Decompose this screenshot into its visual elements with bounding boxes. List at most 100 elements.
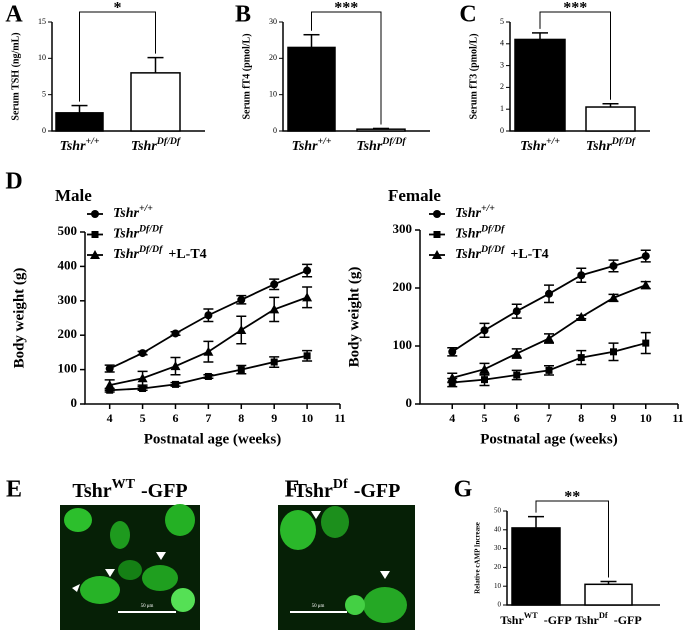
y-tick-label: 0 [71, 395, 78, 410]
y-tick-label: 20 [269, 53, 277, 62]
marker [171, 329, 180, 338]
label-part: -GFP [544, 613, 572, 627]
x-tick-label: 11 [672, 411, 683, 425]
y-tick-label: 0 [42, 126, 46, 135]
marker [577, 271, 586, 280]
y-axis-label: Serum fT4 (pmol/L) [241, 33, 252, 119]
panel-label: B [235, 2, 251, 28]
label-part: +/+ [481, 203, 495, 214]
label: TshrWT -GFP [72, 477, 187, 502]
label-part: Tshr [113, 227, 140, 242]
y-tick-label: 400 [58, 257, 78, 272]
marker [171, 380, 179, 388]
label-part: Tshr [575, 613, 599, 627]
label-part: -GFP [354, 480, 401, 502]
label: Tshr+/+ [60, 136, 100, 154]
label-part: Tshr [113, 247, 140, 262]
label-part: +L-T4 [510, 247, 548, 262]
y-tick-label: 10 [494, 582, 502, 590]
arrowhead [311, 511, 390, 579]
y-tick-label: 100 [393, 337, 413, 352]
y-tick-label: 0 [498, 601, 502, 609]
marker [447, 372, 458, 382]
label: Tshr+/+ [455, 203, 495, 221]
marker [640, 280, 651, 290]
cell [280, 510, 316, 550]
label-part: Tshr [500, 613, 524, 627]
x-axis-label: Postnatal age (weeks) [144, 431, 281, 447]
y-axis-label: Relative cAMP Increase [474, 522, 482, 594]
label-part: Tshr [60, 139, 87, 154]
marker [608, 292, 619, 302]
label: TshrDf/Df +L-T4 [113, 244, 207, 262]
cell [142, 565, 178, 591]
legend-marker [91, 231, 99, 238]
chart-title: Female [388, 186, 441, 205]
marker [138, 349, 147, 358]
label: Tshr+/+ [292, 136, 332, 154]
marker [237, 366, 245, 374]
y-tick-label: 15 [38, 17, 46, 26]
x-tick-label: 9 [611, 411, 617, 425]
x-tick-label: 5 [482, 411, 488, 425]
label-part: Tshr [113, 206, 140, 221]
y-tick-label: 30 [269, 17, 277, 26]
marker [302, 292, 313, 302]
x-tick-label: 11 [334, 411, 345, 425]
label-part: Df/Df [611, 136, 637, 147]
y-tick-label: 50 [494, 507, 502, 515]
label-part: Tshr [292, 139, 319, 154]
label-part: +/+ [546, 136, 560, 147]
y-tick-label: 5 [500, 17, 504, 26]
y-axis-label: Body weight (g) [346, 267, 362, 368]
cell [171, 588, 195, 612]
y-tick-label: 1 [500, 104, 504, 113]
label-part: Df/Df [381, 136, 407, 147]
marker [610, 348, 617, 356]
x-tick-label: 6 [172, 411, 178, 425]
marker [303, 266, 312, 275]
label-part: Tshr [356, 139, 383, 154]
panel-label: E [6, 477, 22, 503]
label-part: -GFP [141, 480, 188, 502]
x-tick-label: 9 [271, 411, 277, 425]
label: TshrDf -GFP [294, 477, 401, 502]
label: TshrDf -GFP [575, 611, 641, 626]
x-tick-label: 10 [640, 411, 652, 425]
label-part: Tshr [520, 139, 547, 154]
label-part: Df [333, 477, 348, 492]
x-tick-label: 4 [107, 411, 113, 425]
marker [269, 304, 280, 314]
chart-title: Male [55, 186, 92, 205]
y-tick-label: 4 [500, 39, 504, 48]
label-part: Tshr [455, 247, 482, 262]
x-tick-label: 4 [449, 411, 455, 425]
cell [321, 506, 349, 538]
cell [345, 595, 365, 615]
marker [137, 373, 148, 383]
label-part: +/+ [86, 136, 100, 147]
marker [237, 295, 246, 304]
marker [545, 289, 553, 298]
y-tick-label: 0 [406, 395, 413, 410]
marker [104, 380, 115, 390]
label-part: Df/Df [138, 244, 164, 255]
marker [513, 371, 521, 379]
y-tick-label: 0 [273, 126, 277, 135]
y-tick-label: 30 [494, 544, 502, 552]
y-tick-label: 100 [58, 361, 78, 376]
label-part: +/+ [318, 136, 332, 147]
y-tick-label: 200 [58, 326, 78, 341]
legend-marker [90, 250, 100, 259]
legend-marker [433, 210, 441, 218]
bar [585, 106, 636, 132]
significance-label: ** [564, 489, 580, 506]
y-tick-label: 300 [58, 292, 78, 307]
marker [480, 326, 489, 335]
bar [130, 72, 181, 132]
label: TshrWT -GFP [500, 611, 572, 626]
label-part: Tshr [294, 480, 333, 502]
y-tick-label: 3 [500, 60, 504, 69]
marker [204, 372, 212, 380]
